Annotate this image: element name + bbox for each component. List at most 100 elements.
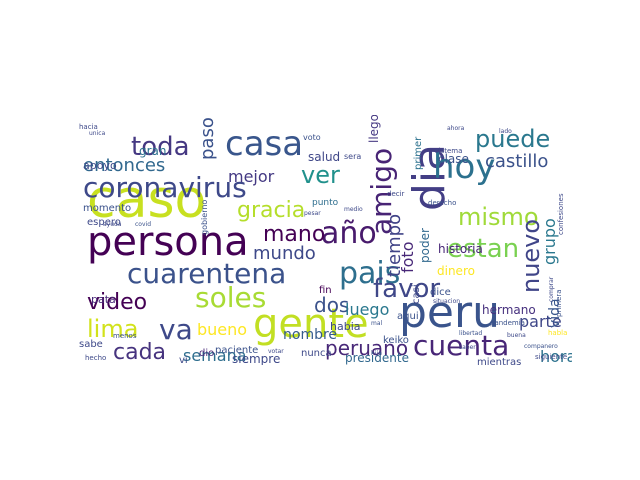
cloud-word: luego — [345, 300, 389, 319]
cloud-word: lima — [87, 315, 138, 343]
cloud-word: confesiones — [557, 193, 565, 235]
cloud-word: bueno — [197, 320, 247, 339]
cloud-word: va — [159, 313, 193, 346]
cloud-word: persona — [87, 219, 249, 265]
cloud-word: ver — [301, 161, 340, 189]
cloud-word: vida — [547, 298, 563, 328]
cloud-word: sera — [344, 152, 361, 161]
cloud-word: keiko — [383, 335, 409, 346]
cloud-word: parte — [519, 312, 562, 331]
cloud-word: dio — [199, 348, 214, 359]
cloud-word: vi — [179, 355, 188, 365]
cloud-word: habia — [330, 320, 361, 333]
cloud-word: ayuda — [103, 221, 122, 228]
cloud-word: mundo — [253, 243, 316, 264]
cloud-word: hijo — [371, 350, 382, 357]
cloud-word: amigo — [365, 148, 398, 235]
cloud-word: año — [321, 216, 377, 251]
cloud-word: video — [87, 290, 147, 315]
cloud-word: casi — [411, 284, 422, 304]
cloud-word: dinero — [437, 264, 475, 278]
cloud-word: hoy — [433, 147, 495, 187]
cloud-word: mejor — [228, 167, 275, 186]
cloud-word: gobierno — [200, 200, 209, 235]
cloud-word: caso — [87, 170, 206, 230]
cloud-word: lado — [499, 128, 512, 135]
cloud-word: buena — [507, 332, 526, 339]
cloud-word: cada — [113, 340, 166, 365]
cloud-word: hermano — [482, 303, 536, 317]
cloud-word: poder — [418, 228, 432, 263]
cloud-word: gracia — [237, 198, 305, 223]
cloud-word: sistema — [435, 147, 462, 155]
cloud-word: ahora — [447, 125, 465, 132]
cloud-word: situacion — [433, 298, 460, 305]
cloud-word: hora — [540, 347, 572, 365]
cloud-word: cuenta — [413, 329, 509, 362]
cloud-word: companero — [524, 343, 558, 350]
cloud-word: mano — [263, 222, 325, 247]
cloud-word: presidente — [345, 351, 409, 365]
cloud-word: clase — [438, 152, 469, 166]
cloud-word: dos — [314, 293, 349, 317]
cloud-word: castillo — [485, 151, 548, 172]
cloud-word: pata — [91, 293, 116, 306]
cloud-word: dia — [404, 144, 455, 211]
cloud-word: peruano — [325, 336, 408, 360]
cloud-word: siempre — [232, 352, 280, 365]
cloud-word: toda — [131, 132, 190, 162]
cloud-word: hecho — [85, 354, 106, 362]
cloud-word: espero — [87, 217, 121, 228]
cloud-word: peru — [399, 287, 500, 338]
cloud-word: siguiente — [535, 353, 567, 361]
cloud-word: fin — [319, 285, 332, 296]
cloud-word: coronavirus — [83, 171, 247, 204]
cloud-word: semana — [183, 346, 247, 365]
cloud-word: hacia — [79, 123, 98, 131]
cloud-word: votar — [268, 348, 284, 355]
cloud-word: paso — [197, 117, 218, 160]
cloud-word: tiempo — [384, 214, 405, 277]
cloud-word: voto — [303, 133, 321, 142]
cloud-word: sabe — [79, 339, 103, 350]
cloud-word: mismo — [458, 203, 539, 231]
cloud-word: menos — [113, 332, 137, 340]
cloud-word: entonces — [83, 155, 165, 176]
cloud-word: mientras — [477, 357, 521, 365]
cloud-word: soles — [195, 281, 266, 314]
cloud-word: pais — [339, 256, 400, 291]
cloud-word: primera — [555, 289, 563, 317]
cloud-word: paciente — [215, 345, 258, 356]
cloud-word: saber — [459, 344, 476, 351]
cloud-word: cuarentena — [127, 257, 286, 290]
cloud-word: foto — [398, 242, 417, 273]
cloud-word: libertad — [459, 330, 482, 337]
cloud-word: casa — [225, 124, 303, 164]
cloud-word: salud — [308, 150, 340, 164]
cloud-word: favor — [373, 274, 440, 304]
cloud-word: nuevo — [517, 219, 545, 293]
cloud-word: mal — [371, 320, 383, 327]
cloud-word: punto — [312, 198, 339, 208]
word-cloud: caso persona gente peru dia casa coronavirus ho… — [75, 115, 572, 365]
cloud-word: aqui — [397, 311, 419, 322]
cloud-word: unica — [89, 130, 106, 137]
cloud-word: habla — [548, 329, 567, 337]
cloud-word: derecho — [428, 199, 456, 207]
cloud-word: comprar — [548, 276, 555, 302]
cloud-word: covid — [135, 221, 151, 228]
cloud-word: primer — [413, 136, 424, 170]
cloud-word: apoyo — [83, 159, 117, 172]
cloud-word: historia — [438, 242, 483, 256]
cloud-word: dice — [430, 287, 451, 298]
cloud-word: momento — [83, 203, 131, 214]
cloud-word: gran — [139, 144, 167, 158]
cloud-word: decir — [387, 190, 405, 198]
cloud-word: gente — [253, 301, 369, 347]
cloud-word: puede — [475, 125, 550, 153]
cloud-word: medio — [344, 206, 363, 213]
cloud-word: grupo — [540, 218, 559, 265]
cloud-word: nombre — [283, 327, 337, 343]
cloud-word: pandemia — [490, 319, 525, 327]
